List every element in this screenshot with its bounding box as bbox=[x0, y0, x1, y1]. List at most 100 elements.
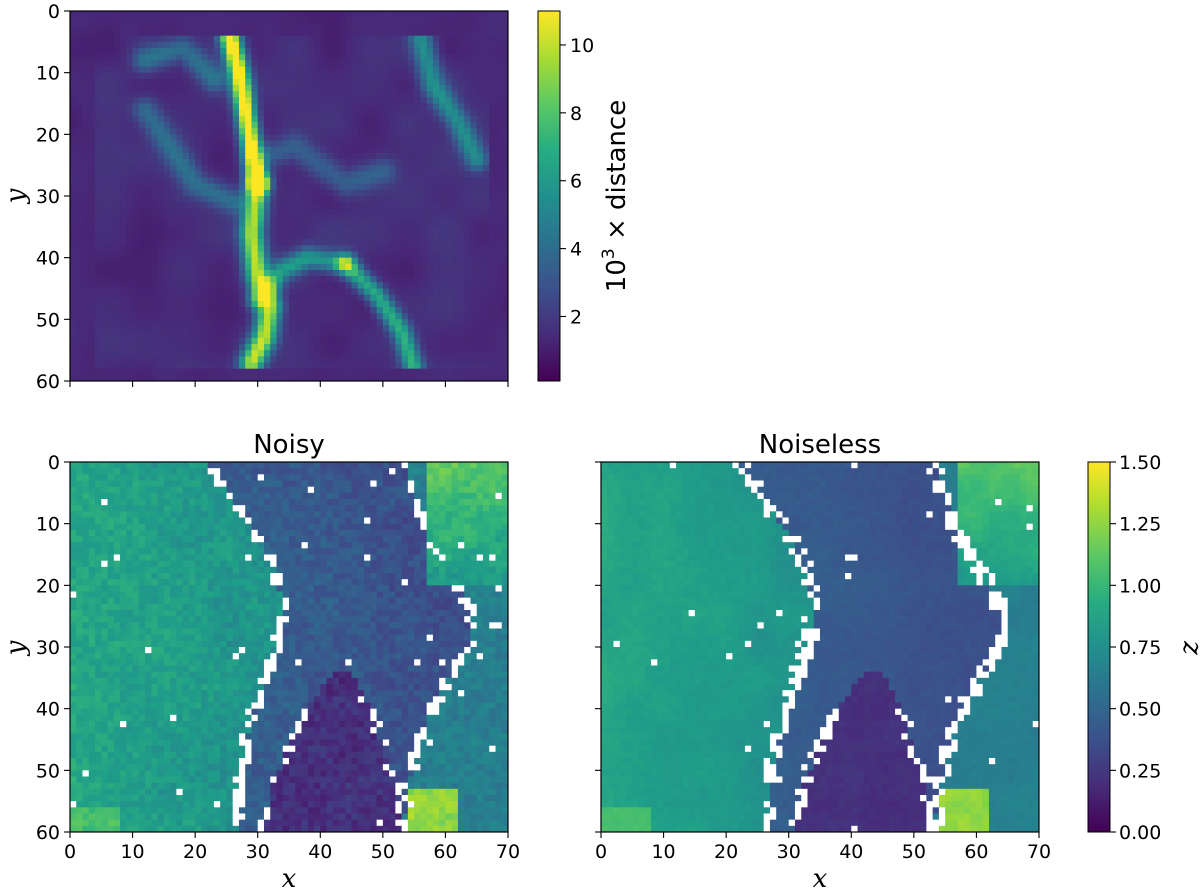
heatmap-cell bbox=[238, 128, 246, 135]
heatmap-cell bbox=[414, 11, 421, 18]
heatmap-cell bbox=[251, 41, 259, 49]
heatmap-cell bbox=[101, 35, 109, 43]
heatmap-cell bbox=[470, 233, 478, 240]
heatmap-cell bbox=[226, 245, 234, 252]
heatmap-cell bbox=[407, 276, 415, 283]
heatmap-cell bbox=[70, 239, 77, 246]
heatmap-cell bbox=[295, 202, 303, 209]
heatmap-cell bbox=[138, 245, 146, 252]
heatmap-cell bbox=[226, 325, 234, 333]
heatmap-cell bbox=[376, 239, 384, 246]
heatmap-cell bbox=[501, 220, 509, 228]
heatmap-cell bbox=[201, 480, 209, 488]
heatmap-cell bbox=[445, 109, 453, 117]
heatmap-cell bbox=[451, 313, 459, 320]
heatmap-cell bbox=[451, 276, 459, 283]
heatmap-cell bbox=[70, 72, 77, 80]
heatmap-cell bbox=[289, 239, 296, 246]
heatmap-cell bbox=[395, 517, 403, 525]
heatmap-cell bbox=[489, 233, 496, 240]
heatmap-cell bbox=[257, 307, 265, 314]
distance-x-ticks bbox=[69, 381, 509, 387]
heatmap-cell bbox=[464, 202, 471, 209]
heatmap-cell bbox=[257, 362, 265, 370]
heatmap-cell bbox=[495, 300, 503, 308]
heatmap-cell bbox=[301, 325, 309, 333]
heatmap-cell bbox=[195, 202, 202, 209]
heatmap-cell bbox=[263, 220, 271, 228]
heatmap-cell bbox=[213, 122, 221, 129]
heatmap-cell bbox=[501, 270, 509, 277]
heatmap-cell bbox=[307, 97, 315, 104]
heatmap-cell bbox=[464, 270, 471, 277]
heatmap-cell bbox=[351, 72, 359, 80]
heatmap-cell bbox=[113, 294, 121, 302]
heatmap-cell bbox=[232, 474, 240, 481]
heatmap-cell bbox=[245, 165, 252, 172]
heatmap-cell bbox=[170, 54, 177, 61]
heatmap-cell bbox=[357, 48, 365, 55]
heatmap-cell bbox=[451, 239, 459, 246]
heatmap-cell bbox=[176, 344, 184, 351]
heatmap-cell bbox=[251, 251, 259, 259]
heatmap-cell bbox=[232, 165, 240, 172]
heatmap-cell bbox=[476, 208, 484, 215]
heatmap-cell bbox=[307, 245, 315, 252]
heatmap-cell bbox=[476, 91, 484, 98]
heatmap-cell bbox=[170, 97, 177, 104]
heatmap-cell bbox=[251, 66, 259, 74]
heatmap-cell bbox=[70, 115, 77, 123]
heatmap-cell bbox=[182, 499, 190, 506]
heatmap-cell bbox=[101, 257, 109, 265]
heatmap-cell bbox=[213, 499, 221, 506]
heatmap-cell bbox=[101, 270, 109, 277]
heatmap-cell bbox=[245, 140, 252, 148]
heatmap-cell bbox=[401, 307, 409, 314]
heatmap-cell bbox=[345, 91, 353, 98]
heatmap-cell bbox=[376, 288, 384, 296]
heatmap-cell bbox=[176, 152, 184, 160]
heatmap-cell bbox=[70, 276, 77, 283]
heatmap-cell bbox=[401, 11, 409, 18]
heatmap-cell bbox=[326, 300, 334, 308]
heatmap-cell bbox=[263, 486, 271, 494]
heatmap-cell bbox=[501, 196, 509, 203]
heatmap-cell bbox=[445, 72, 453, 80]
heatmap-cell bbox=[120, 165, 127, 172]
heatmap-cell bbox=[364, 356, 371, 363]
heatmap-cell bbox=[101, 523, 109, 531]
heatmap-cell bbox=[163, 85, 171, 92]
heatmap-cell bbox=[101, 196, 109, 203]
heatmap-cell bbox=[326, 66, 334, 74]
heatmap-cell bbox=[107, 134, 115, 141]
heatmap-cell bbox=[339, 313, 346, 320]
heatmap-cell bbox=[95, 208, 102, 215]
heatmap-cell bbox=[351, 35, 359, 43]
heatmap-cell bbox=[376, 48, 384, 55]
heatmap-cell bbox=[357, 214, 365, 222]
heatmap-cell bbox=[170, 270, 177, 277]
heatmap-cell bbox=[326, 159, 334, 166]
heatmap-cell bbox=[395, 300, 403, 308]
heatmap-cell bbox=[101, 103, 109, 111]
heatmap-cell bbox=[432, 313, 440, 320]
heatmap-cell bbox=[82, 103, 90, 111]
heatmap-cell bbox=[457, 511, 465, 518]
heatmap-cell bbox=[301, 103, 309, 111]
heatmap-cell bbox=[357, 140, 365, 148]
heatmap-cell bbox=[432, 48, 440, 55]
heatmap-cell bbox=[301, 263, 309, 271]
heatmap-cell bbox=[295, 29, 303, 37]
heatmap-cell bbox=[320, 480, 328, 488]
heatmap-cell bbox=[432, 177, 440, 185]
heatmap-cell bbox=[126, 202, 134, 209]
heatmap-cell bbox=[213, 109, 221, 117]
heatmap-cell bbox=[70, 282, 77, 289]
heatmap-cell bbox=[82, 196, 90, 203]
heatmap-cell bbox=[476, 288, 484, 296]
heatmap-cell bbox=[195, 486, 202, 494]
heatmap-cell bbox=[163, 41, 171, 49]
heatmap-cell bbox=[482, 85, 490, 92]
heatmap-cell bbox=[138, 171, 146, 178]
heatmap-cell bbox=[489, 208, 496, 215]
